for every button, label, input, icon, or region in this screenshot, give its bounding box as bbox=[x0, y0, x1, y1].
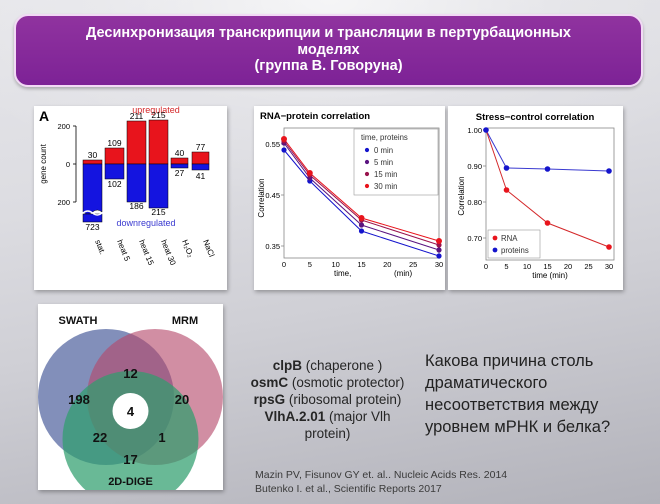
svg-text:30: 30 bbox=[605, 262, 613, 271]
svg-text:211: 211 bbox=[130, 111, 144, 121]
svg-text:SWATH: SWATH bbox=[59, 315, 98, 327]
svg-text:0: 0 bbox=[66, 160, 70, 169]
svg-text:10: 10 bbox=[523, 262, 531, 271]
svg-text:25: 25 bbox=[584, 262, 592, 271]
svg-text:20: 20 bbox=[564, 262, 572, 271]
svg-text:41: 41 bbox=[196, 171, 206, 181]
svg-text:15: 15 bbox=[543, 262, 551, 271]
svg-text:5: 5 bbox=[308, 260, 312, 269]
svg-text:time (min): time (min) bbox=[532, 271, 568, 280]
svg-text:MRM: MRM bbox=[172, 315, 198, 327]
svg-text:time,: time, bbox=[334, 269, 351, 278]
svg-text:5: 5 bbox=[504, 262, 508, 271]
svg-text:heat 15: heat 15 bbox=[137, 238, 156, 267]
svg-text:0.80: 0.80 bbox=[467, 198, 482, 207]
svg-text:1: 1 bbox=[158, 430, 165, 445]
svg-text:A: A bbox=[39, 108, 49, 124]
svg-text:186: 186 bbox=[129, 201, 143, 211]
svg-text:198: 198 bbox=[68, 392, 90, 407]
svg-text:15: 15 bbox=[357, 260, 365, 269]
svg-text:109: 109 bbox=[107, 138, 121, 148]
svg-text:0.55: 0.55 bbox=[265, 140, 280, 149]
svg-text:downregulated: downregulated bbox=[116, 218, 175, 228]
svg-text:0: 0 bbox=[282, 260, 286, 269]
svg-text:77: 77 bbox=[196, 142, 206, 152]
svg-text:4: 4 bbox=[127, 404, 135, 419]
svg-text:20: 20 bbox=[175, 392, 189, 407]
svg-text:0: 0 bbox=[484, 262, 488, 271]
svg-text:RNA: RNA bbox=[501, 234, 518, 243]
svg-text:0.70: 0.70 bbox=[467, 234, 482, 243]
svg-text:0 min: 0 min bbox=[374, 146, 393, 155]
svg-text:200: 200 bbox=[57, 198, 70, 207]
svg-text:12: 12 bbox=[123, 366, 137, 381]
svg-text:20: 20 bbox=[383, 260, 391, 269]
svg-text:1.00: 1.00 bbox=[467, 126, 482, 135]
svg-text:0.90: 0.90 bbox=[467, 162, 482, 171]
svg-text:17: 17 bbox=[123, 452, 137, 467]
svg-text:time, proteins: time, proteins bbox=[361, 133, 408, 142]
svg-text:Correlation: Correlation bbox=[457, 176, 466, 215]
svg-text:723: 723 bbox=[85, 222, 99, 232]
svg-text:27: 27 bbox=[175, 168, 185, 178]
svg-text:heat 5: heat 5 bbox=[115, 238, 132, 263]
svg-text:gene count: gene count bbox=[39, 143, 48, 183]
svg-text:heat 30: heat 30 bbox=[159, 238, 178, 267]
svg-text:H₂O₂: H₂O₂ bbox=[180, 238, 195, 258]
svg-text:25: 25 bbox=[409, 260, 417, 269]
svg-text:RNA−protein correlation: RNA−protein correlation bbox=[260, 111, 370, 122]
svg-text:30 min: 30 min bbox=[374, 182, 397, 191]
svg-text:(min): (min) bbox=[394, 269, 413, 278]
svg-text:Correlation: Correlation bbox=[257, 178, 266, 217]
svg-text:5 min: 5 min bbox=[374, 158, 393, 167]
svg-text:30: 30 bbox=[88, 150, 98, 160]
svg-text:stat.: stat. bbox=[93, 238, 107, 255]
svg-text:Stress−control correlation: Stress−control correlation bbox=[476, 112, 595, 123]
svg-text:10: 10 bbox=[332, 260, 340, 269]
svg-text:0.35: 0.35 bbox=[265, 242, 280, 251]
svg-text:40: 40 bbox=[175, 148, 185, 158]
svg-text:22: 22 bbox=[93, 430, 107, 445]
svg-text:30: 30 bbox=[435, 260, 443, 269]
svg-text:215: 215 bbox=[151, 207, 165, 217]
svg-text:0.45: 0.45 bbox=[265, 191, 280, 200]
svg-text:2D-DIGE: 2D-DIGE bbox=[108, 476, 153, 488]
svg-text:200: 200 bbox=[57, 122, 70, 131]
svg-text:102: 102 bbox=[107, 179, 121, 189]
svg-text:proteins: proteins bbox=[501, 246, 529, 255]
svg-text:15 min: 15 min bbox=[374, 170, 397, 179]
svg-text:215: 215 bbox=[151, 110, 165, 120]
svg-text:NaCl: NaCl bbox=[201, 238, 216, 258]
